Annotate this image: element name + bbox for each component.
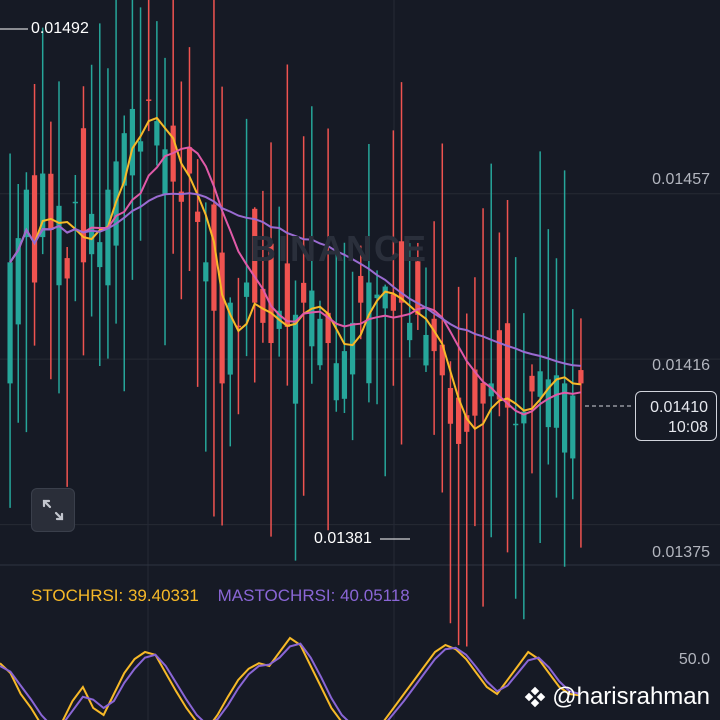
- price-axis-label: 0.01457: [652, 171, 710, 188]
- candle-body: [105, 189, 111, 286]
- candle-body: [121, 133, 127, 186]
- mastochrsi-line: [0, 642, 581, 720]
- candle-body: [203, 262, 209, 282]
- candle-countdown: 10:08: [667, 419, 708, 436]
- candle-body: [488, 383, 494, 397]
- indicator-axis-label: 50.0: [678, 651, 710, 668]
- candle-body: [578, 370, 584, 384]
- candle-body: [537, 371, 543, 397]
- high-price-label: 0.01492: [31, 20, 89, 37]
- candle-body: [64, 258, 70, 279]
- candle-body: [545, 379, 551, 428]
- candle-body: [292, 314, 299, 404]
- candle-body: [553, 375, 560, 428]
- binance-watermark: BINANCE: [250, 228, 429, 269]
- price-markers: [0, 28, 632, 540]
- candle-body: [72, 201, 78, 204]
- candle-body: [243, 282, 250, 297]
- author-handle: @harisrahman: [524, 683, 710, 711]
- candle-body: [235, 325, 242, 328]
- candle-body: [284, 263, 290, 327]
- mastochrsi-value: MASTOCHRSI: 40.05118: [217, 586, 410, 605]
- candle-body: [129, 108, 136, 176]
- candle-body: [455, 397, 462, 444]
- price-axis-label: 0.01375: [652, 544, 710, 561]
- candle-body: [562, 383, 568, 453]
- candle-body: [178, 191, 184, 202]
- candle-body: [358, 275, 364, 303]
- handle-text: @harisrahman: [552, 683, 710, 710]
- candle-body: [447, 387, 454, 424]
- current-price-value: 0.01410: [650, 399, 708, 416]
- candle-body: [154, 121, 160, 146]
- expand-chart-button[interactable]: [31, 488, 75, 532]
- stochrsi-value: STOCHRSI: 39.40331: [31, 586, 199, 605]
- candle-body: [341, 351, 348, 399]
- candle-body: [382, 286, 388, 309]
- candle-body: [521, 411, 527, 424]
- candle-body: [472, 369, 478, 416]
- candle-body: [56, 205, 62, 286]
- candle-body: [252, 208, 258, 303]
- price-axis-label: 0.01416: [652, 357, 710, 374]
- candle-body: [407, 322, 413, 341]
- candle-body: [7, 262, 13, 384]
- candle-body: [325, 312, 331, 344]
- candle-body: [211, 204, 217, 311]
- candle-body: [162, 149, 168, 195]
- candle-body: [80, 128, 87, 263]
- moving-averages: [9, 116, 582, 431]
- candle-body: [464, 415, 470, 432]
- candle-body: [97, 242, 103, 268]
- candle-body: [309, 290, 315, 347]
- candle-body: [301, 282, 307, 303]
- indicator-legend: STOCHRSI: 39.40331 MASTOCHRSI: 40.05118: [31, 586, 424, 606]
- candle-body: [268, 243, 274, 344]
- candle-body: [496, 330, 502, 400]
- candle-body: [423, 334, 429, 366]
- candle-body: [40, 173, 46, 238]
- candle-body: [317, 318, 323, 366]
- candle-body: [89, 213, 95, 255]
- candle-body: [186, 147, 193, 174]
- candle-body: [31, 175, 38, 283]
- expand-icon: [42, 499, 64, 521]
- candle-body: [48, 173, 54, 231]
- candle-body: [480, 382, 486, 404]
- ma-mid-line: [9, 146, 582, 416]
- binance-logo-icon: [524, 686, 546, 708]
- stochrsi-line: [0, 636, 581, 720]
- low-price-label: 0.01381: [314, 530, 372, 547]
- candle-body: [529, 375, 535, 392]
- candle-body: [366, 282, 372, 384]
- candle-body: [398, 241, 405, 303]
- candle-body: [219, 252, 225, 384]
- candle-body: [333, 363, 339, 401]
- candle-body: [390, 294, 396, 311]
- stochrsi-panel: [0, 636, 581, 720]
- candle-body: [137, 141, 144, 152]
- current-price-box: 0.01410 10:08: [635, 391, 717, 441]
- candle-body: [570, 395, 576, 459]
- candle-body: [415, 261, 421, 315]
- candle-body: [260, 288, 266, 323]
- candle-body: [23, 189, 29, 238]
- candle-body: [513, 423, 519, 426]
- candle-body: [504, 323, 511, 408]
- candle-body: [195, 211, 201, 222]
- candle-body: [374, 294, 380, 299]
- ma-long-line: [9, 192, 581, 367]
- candle-body: [227, 302, 233, 375]
- candle-body: [349, 322, 356, 375]
- candle-body: [146, 99, 152, 101]
- candle-body: [431, 318, 437, 352]
- candle-body: [439, 344, 445, 376]
- candle-body: [15, 238, 21, 325]
